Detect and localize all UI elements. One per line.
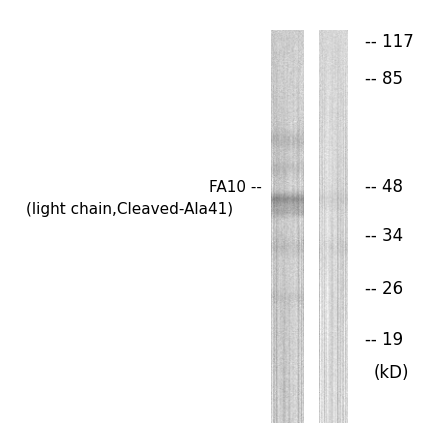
Text: -- 34: -- 34 xyxy=(365,227,403,245)
Text: FA10 --: FA10 -- xyxy=(209,180,262,195)
Text: -- 19: -- 19 xyxy=(365,331,403,348)
Text: -- 48: -- 48 xyxy=(365,179,403,196)
Text: -- 26: -- 26 xyxy=(365,280,403,298)
Text: (kD): (kD) xyxy=(374,364,410,381)
Text: -- 117: -- 117 xyxy=(365,33,414,51)
Text: (light chain,Cleaved-Ala41): (light chain,Cleaved-Ala41) xyxy=(26,202,233,217)
Text: -- 85: -- 85 xyxy=(365,71,403,88)
